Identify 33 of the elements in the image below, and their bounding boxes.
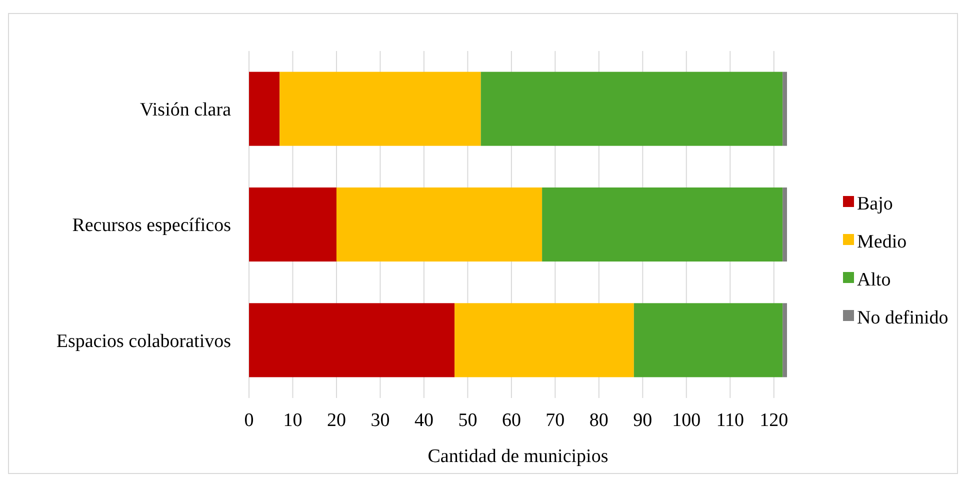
x-tick-label: 30 <box>370 410 390 431</box>
x-tick-label: 0 <box>244 410 254 431</box>
x-axis-title: Cantidad de municipios <box>428 446 608 467</box>
bar <box>782 303 787 378</box>
bar <box>542 187 783 262</box>
bar <box>782 72 787 146</box>
x-tick-label: 110 <box>716 410 744 431</box>
x-tick-label: 80 <box>589 410 608 431</box>
bar <box>249 72 280 146</box>
legend-label: Bajo <box>857 194 893 215</box>
x-tick-label: 70 <box>546 410 565 431</box>
x-tick-label: 10 <box>283 410 302 431</box>
bar <box>249 187 336 262</box>
x-tick-label: 50 <box>458 410 478 431</box>
y-tick-label: Visión clara <box>140 99 232 120</box>
bar <box>634 303 783 378</box>
bar <box>336 187 542 262</box>
bar <box>454 303 634 378</box>
legend-label: No definido <box>857 308 948 329</box>
bar <box>782 187 787 262</box>
x-tick-label: 60 <box>502 410 521 431</box>
x-tick-label: 20 <box>326 410 346 431</box>
bar <box>249 303 455 378</box>
x-tick-label: 40 <box>414 410 434 431</box>
x-tick-label: 90 <box>633 410 652 431</box>
y-tick-label: Recursos específicos <box>72 215 231 236</box>
legend-label: Alto <box>857 270 891 291</box>
bar <box>280 72 481 146</box>
x-tick-label: 100 <box>672 410 701 431</box>
x-tick-label: 120 <box>760 410 788 431</box>
legend-label: Medio <box>857 232 907 253</box>
bar <box>480 72 783 146</box>
y-tick-label: Espacios colaborativos <box>56 330 231 352</box>
